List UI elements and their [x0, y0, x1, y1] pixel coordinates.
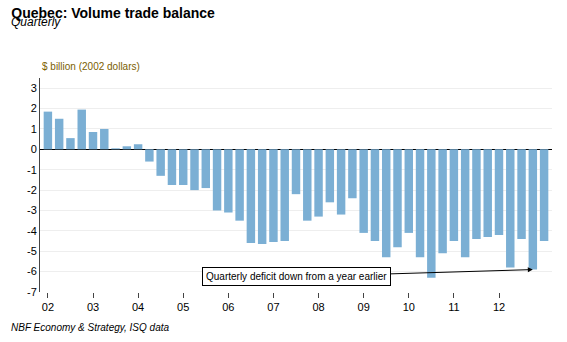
svg-text:-1: -1	[27, 164, 37, 176]
svg-text:-5: -5	[27, 245, 37, 257]
svg-text:0: 0	[31, 143, 37, 155]
svg-text:03: 03	[87, 301, 99, 313]
svg-text:04: 04	[132, 301, 144, 313]
svg-text:Quarterly deficit down from a: Quarterly deficit down from a year earli…	[206, 271, 387, 282]
svg-text:3: 3	[31, 82, 37, 94]
svg-text:2: 2	[31, 102, 37, 114]
svg-text:11: 11	[448, 301, 459, 313]
svg-text:02: 02	[42, 301, 54, 313]
svg-text:12: 12	[493, 301, 505, 313]
svg-text:09: 09	[358, 301, 370, 313]
svg-text:-6: -6	[27, 265, 37, 277]
svg-text:07: 07	[267, 301, 279, 313]
svg-text:Quebec: Volume trade balance: Quebec: Volume trade balance	[11, 5, 215, 21]
svg-text:NBF Economy & Strategy, ISQ da: NBF Economy & Strategy, ISQ data	[11, 322, 169, 333]
svg-text:1: 1	[31, 123, 37, 135]
svg-text:08: 08	[312, 301, 324, 313]
svg-text:$ billion (2002 dollars): $ billion (2002 dollars)	[42, 61, 140, 72]
svg-text:-2: -2	[27, 184, 37, 196]
svg-text:-4: -4	[27, 225, 37, 237]
svg-text:06: 06	[222, 301, 234, 313]
svg-text:Quarterly: Quarterly	[11, 15, 61, 29]
svg-text:-7: -7	[27, 286, 37, 298]
svg-text:05: 05	[177, 301, 189, 313]
svg-text:10: 10	[403, 301, 415, 313]
svg-text:-3: -3	[27, 204, 37, 216]
